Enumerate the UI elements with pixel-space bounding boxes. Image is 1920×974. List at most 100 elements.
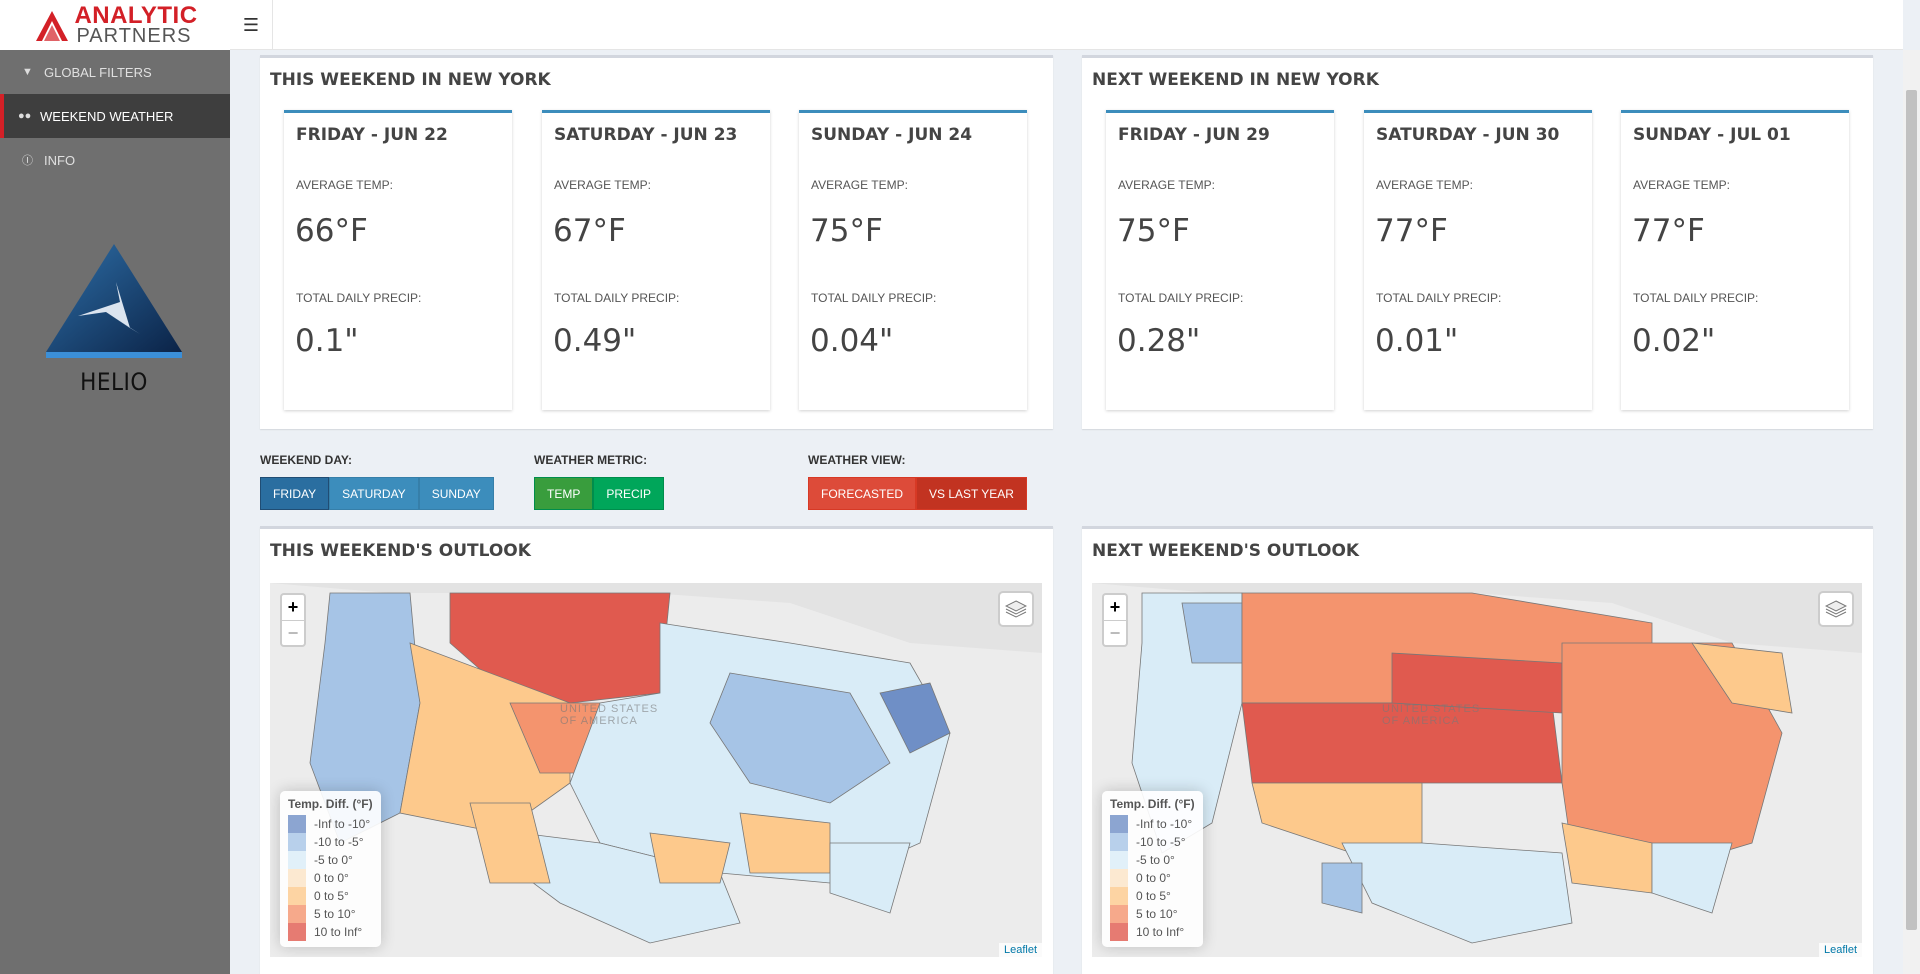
vs-last-year-button[interactable]: VS LAST YEAR [916,477,1027,510]
weekend-day-toggle: FRIDAY SATURDAY SUNDAY [260,477,494,510]
legend-swatch [288,815,306,833]
friday-button[interactable]: FRIDAY [260,477,330,510]
next-weekend-map[interactable]: UNITED STATES OF AMERICA + − Temp. Diff.… [1092,583,1862,957]
layers-control-button[interactable] [1818,591,1854,627]
legend-entry: -Inf to -10° [288,815,373,833]
this-weekend-outlook-panel: THIS WEEKEND'S OUTLOOK UNITED STATES OF … [260,526,1053,974]
legend-swatch [1110,851,1128,869]
day-card-sunday: SUNDAY - JUL 01 AVERAGE TEMP: 77°F TOTAL… [1621,110,1849,410]
map-legend: Temp. Diff. (°F) -Inf to -10° -10 to -5°… [1102,791,1203,947]
filter-icon: ▼ [22,66,33,78]
legend-entry: -5 to 0° [1110,851,1195,869]
legend-label: 0 to 5° [1136,889,1171,903]
leaflet-attribution-link[interactable]: Leaflet [998,943,1042,957]
brand-logo[interactable]: ANALYTIC PARTNERS [0,0,230,50]
sidebar-toggle-button[interactable]: ☰ [230,0,273,50]
legend-label: -5 to 0° [1136,853,1175,867]
temp-label: AVERAGE TEMP: [1118,178,1215,192]
map-country-label: UNITED STATES OF AMERICA [1382,703,1481,727]
zoom-in-button[interactable]: + [1109,597,1121,617]
leaflet-attribution-link[interactable]: Leaflet [1818,943,1862,957]
zoom-control: + − [1102,593,1128,647]
legend-entry: 0 to 0° [288,869,373,887]
day-title: SUNDAY - JUL 01 [1633,125,1791,145]
panel-title: THIS WEEKEND'S OUTLOOK [270,541,531,561]
panel-title: THIS WEEKEND IN NEW YORK [270,70,551,90]
legend-swatch [1110,815,1128,833]
sunday-button[interactable]: SUNDAY [418,477,494,510]
this-weekend-panel: THIS WEEKEND IN NEW YORK FRIDAY - JUN 22… [260,55,1053,429]
legend-label: 0 to 0° [314,871,349,885]
zoom-out-button[interactable]: − [282,620,304,645]
legend-swatch [288,851,306,869]
day-card-sunday: SUNDAY - JUN 24 AVERAGE TEMP: 75°F TOTAL… [799,110,1027,410]
helio-product-name: HELIO [80,368,148,396]
legend-entry: 0 to 0° [1110,869,1195,887]
legend-swatch [288,833,306,851]
legend-entry: 10 to Inf° [288,923,373,941]
day-card-saturday: SATURDAY - JUN 23 AVERAGE TEMP: 67°F TOT… [542,110,770,410]
precip-label: TOTAL DAILY PRECIP: [296,291,422,305]
this-weekend-map[interactable]: UNITED STATES OF AMERICA + − Temp. Diff.… [270,583,1042,957]
legend-swatch [1110,833,1128,851]
legend-entry: 5 to 10° [1110,905,1195,923]
sidebar-item-global-filters[interactable]: ▼ GLOBAL FILTERS [0,50,230,94]
legend-entry: -10 to -5° [288,833,373,851]
precip-button[interactable]: PRECIP [593,477,665,510]
forecasted-button[interactable]: FORECASTED [808,477,917,510]
legend-swatch [1110,887,1128,905]
legend-label: 0 to 5° [314,889,349,903]
precip-label: TOTAL DAILY PRECIP: [554,291,680,305]
precip-value: 0.04" [810,323,894,359]
day-title: SUNDAY - JUN 24 [811,125,973,145]
sidebar-item-info[interactable]: ⓘ INFO [0,138,230,182]
legend-entry: 10 to Inf° [1110,923,1195,941]
precip-value: 0.49" [553,323,637,359]
sidebar-item-label: GLOBAL FILTERS [44,64,152,80]
temp-label: AVERAGE TEMP: [811,178,908,192]
legend-swatch [288,923,306,941]
layers-icon [1825,600,1847,618]
brand-wordmark: ANALYTIC PARTNERS [74,4,197,47]
temp-label: AVERAGE TEMP: [296,178,393,192]
saturday-button[interactable]: SATURDAY [329,477,419,510]
legend-label: -Inf to -10° [1136,817,1193,831]
precip-value: 0.01" [1375,323,1459,359]
legend-swatch [288,887,306,905]
day-card-saturday: SATURDAY - JUN 30 AVERAGE TEMP: 77°F TOT… [1364,110,1592,410]
legend-entry: 5 to 10° [288,905,373,923]
precip-label: TOTAL DAILY PRECIP: [1376,291,1502,305]
zoom-out-button[interactable]: − [1104,620,1126,645]
legend-label: -Inf to -10° [314,817,371,831]
precip-value: 0.02" [1632,323,1716,359]
us-choropleth-map [270,583,1042,957]
legend-title: Temp. Diff. (°F) [288,797,373,811]
info-icon: ⓘ [22,155,33,167]
zoom-in-button[interactable]: + [287,597,299,617]
map-country-label: UNITED STATES OF AMERICA [560,703,659,727]
layers-control-button[interactable] [998,591,1034,627]
weekend-day-label: WEEKEND DAY: [260,453,353,467]
legend-entry: -5 to 0° [288,851,373,869]
analytic-partners-logo-icon [36,11,69,41]
sidebar-item-label: WEEKEND WEATHER [40,108,174,124]
temp-value: 75°F [1117,213,1190,249]
top-navbar: ANALYTIC PARTNERS ☰ [0,0,1903,50]
weather-metric-toggle: TEMP PRECIP [534,477,665,510]
temp-label: AVERAGE TEMP: [554,178,651,192]
temp-value: 77°F [1375,213,1448,249]
day-title: FRIDAY - JUN 22 [296,125,448,145]
brand-line2: PARTNERS [76,25,192,47]
temp-value: 66°F [295,213,368,249]
helio-triangle-icon [46,244,182,358]
zoom-control: + − [280,593,306,647]
legend-swatch [1110,869,1128,887]
precip-value: 0.28" [1117,323,1201,359]
layers-icon [1005,600,1027,618]
sidebar-item-weekend-weather[interactable]: ●● WEEKEND WEATHER [0,94,230,138]
page-scrollbar[interactable] [1903,50,1920,974]
temp-button[interactable]: TEMP [534,477,594,510]
temp-label: AVERAGE TEMP: [1633,178,1730,192]
scrollbar-thumb[interactable] [1906,90,1917,930]
temp-value: 75°F [810,213,883,249]
